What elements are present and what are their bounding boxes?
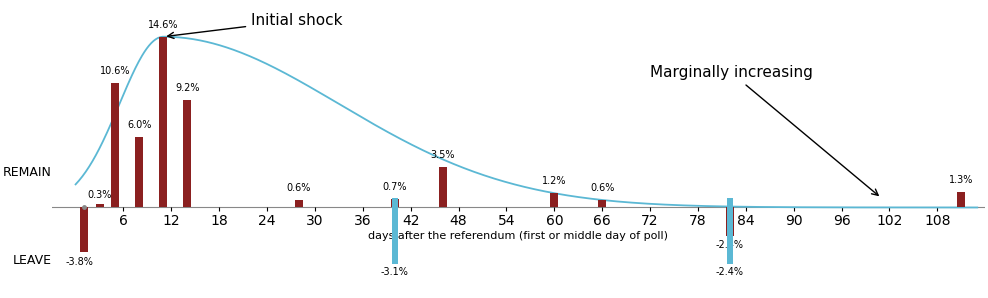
Bar xyxy=(80,207,88,252)
Text: -3.8%: -3.8% xyxy=(65,257,94,267)
Bar xyxy=(957,192,965,207)
Bar xyxy=(184,100,192,207)
Bar xyxy=(112,83,120,207)
Text: 1.2%: 1.2% xyxy=(542,176,566,187)
Text: 6.0%: 6.0% xyxy=(127,120,151,130)
Bar xyxy=(726,207,734,235)
Text: 14.6%: 14.6% xyxy=(148,20,179,30)
Bar xyxy=(439,167,447,207)
Bar xyxy=(598,201,607,207)
Text: 9.2%: 9.2% xyxy=(175,83,200,93)
Bar xyxy=(550,193,558,207)
X-axis label: days after the referendum (first or middle day of poll): days after the referendum (first or midd… xyxy=(369,231,669,241)
Text: 10.6%: 10.6% xyxy=(100,66,130,77)
Text: 0.6%: 0.6% xyxy=(287,184,311,193)
Text: -3.1%: -3.1% xyxy=(380,267,409,277)
Bar xyxy=(392,198,397,264)
Text: Marginally increasing: Marginally increasing xyxy=(650,66,878,195)
Text: REMAIN: REMAIN xyxy=(3,166,51,179)
Bar xyxy=(295,201,303,207)
Text: 3.5%: 3.5% xyxy=(431,150,454,159)
Bar xyxy=(159,37,167,207)
Bar xyxy=(96,204,104,207)
Text: Initial shock: Initial shock xyxy=(168,13,343,38)
Text: -2.4%: -2.4% xyxy=(716,240,744,250)
Bar xyxy=(727,198,733,264)
Text: 0.7%: 0.7% xyxy=(382,182,407,192)
Text: 0.6%: 0.6% xyxy=(590,184,615,193)
Text: 0.3%: 0.3% xyxy=(87,190,112,201)
Text: 1.3%: 1.3% xyxy=(949,175,973,185)
Text: -2.4%: -2.4% xyxy=(716,267,744,277)
Bar xyxy=(391,199,399,207)
Text: LEAVE: LEAVE xyxy=(13,254,51,267)
Bar xyxy=(135,137,143,207)
